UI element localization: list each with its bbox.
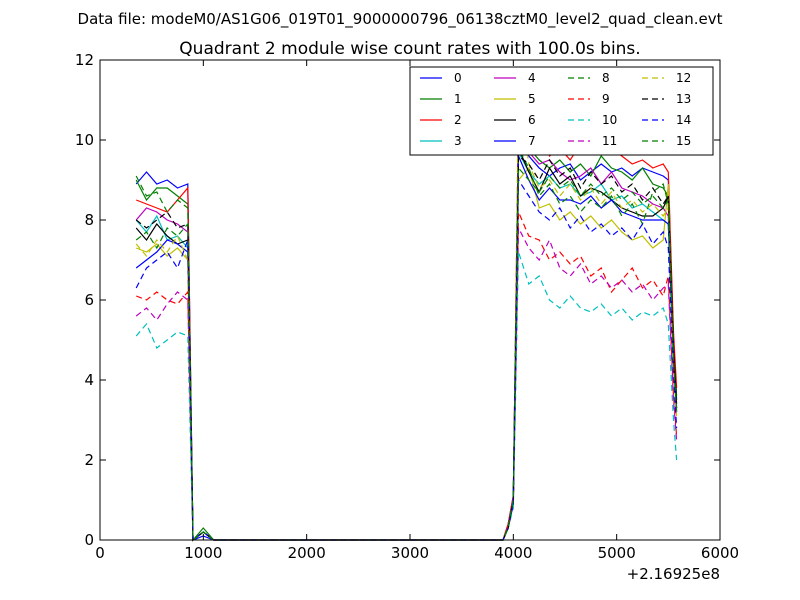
legend-label-5: 5 (528, 92, 536, 106)
y-tick-label: 4 (84, 371, 94, 389)
legend-label-11: 11 (602, 134, 617, 148)
legend-label-13: 13 (676, 92, 691, 106)
chart-suptitle: Data file: modeM0/AS1G06_019T01_90000007… (78, 10, 723, 29)
legend-label-7: 7 (528, 134, 536, 148)
x-tick-label: 1000 (184, 544, 222, 562)
x-tick-label: 6000 (701, 544, 739, 562)
legend-label-1: 1 (454, 92, 462, 106)
y-tick-label: 8 (84, 211, 94, 229)
legend-label-3: 3 (454, 134, 462, 148)
series-line-8 (135, 147, 678, 542)
legend-label-4: 4 (528, 71, 536, 85)
legend-label-0: 0 (454, 71, 462, 85)
legend-label-15: 15 (676, 134, 691, 148)
x-axis: 0 1000 2000 3000 4000 5000 6000 (95, 60, 739, 562)
legend-label-9: 9 (602, 92, 610, 106)
legend-label-2: 2 (454, 113, 462, 127)
x-tick-label: 2000 (288, 544, 326, 562)
x-tick-label: 5000 (598, 544, 636, 562)
y-tick-label: 12 (75, 51, 94, 69)
y-tick-label: 6 (84, 291, 94, 309)
y-tick-label: 0 (84, 531, 94, 549)
x-tick-label: 4000 (494, 544, 532, 562)
legend-frame (409, 66, 714, 156)
legend-label-8: 8 (602, 71, 610, 85)
y-tick-label: 10 (75, 131, 94, 149)
x-tick-label: 3000 (391, 544, 429, 562)
x-tick-label: 0 (95, 544, 105, 562)
legend-label-14: 14 (676, 113, 691, 127)
x-offset-label: +2.16925e8 (627, 565, 720, 583)
legend-label-6: 6 (528, 113, 536, 127)
chart-title: Quadrant 2 module wise count rates with … (179, 39, 640, 59)
legend-label-12: 12 (676, 71, 691, 85)
legend-label-10: 10 (602, 113, 617, 127)
y-tick-label: 2 (84, 451, 94, 469)
